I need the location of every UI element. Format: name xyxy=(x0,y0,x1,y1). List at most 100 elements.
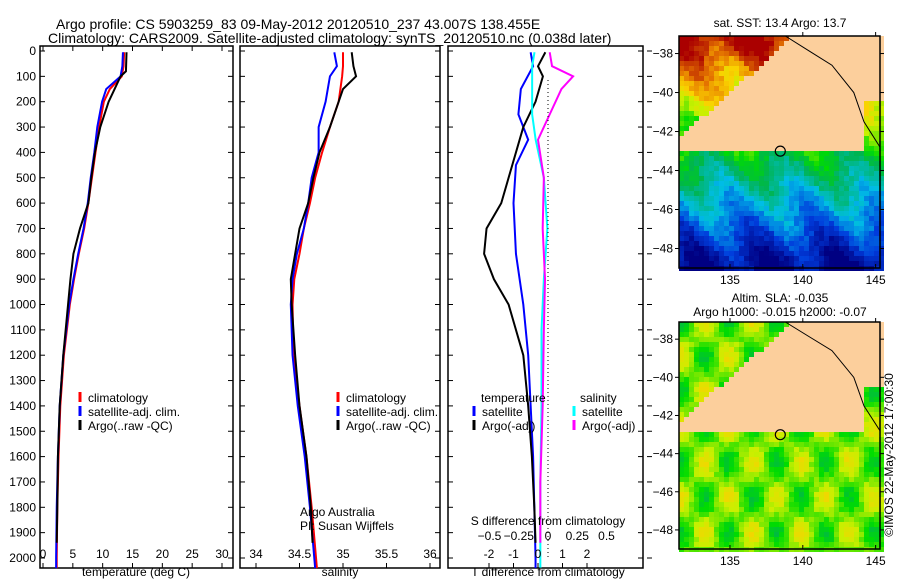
map-cell xyxy=(754,517,759,522)
map-cell xyxy=(689,347,694,352)
map-cell xyxy=(704,226,709,231)
map-cell xyxy=(684,517,689,522)
map-cell xyxy=(679,141,684,146)
map-cell xyxy=(809,422,814,427)
map-cell xyxy=(779,156,784,161)
map-cell xyxy=(779,372,784,377)
map-cell xyxy=(834,251,839,256)
map-cell xyxy=(809,407,814,412)
map-cell xyxy=(794,372,799,377)
map-cell xyxy=(769,91,774,96)
map-cell xyxy=(749,181,754,186)
map-cell xyxy=(849,141,854,146)
map-cell xyxy=(769,156,774,161)
map-cell xyxy=(719,497,724,502)
map-cell xyxy=(679,36,684,41)
map-cell xyxy=(839,422,844,427)
map-cell xyxy=(744,457,749,462)
map-cell xyxy=(744,517,749,522)
map-cell xyxy=(824,131,829,136)
map-cell xyxy=(779,51,784,56)
map-cell xyxy=(814,322,819,327)
map-cell xyxy=(759,442,764,447)
map-cell xyxy=(789,166,794,171)
map-cell xyxy=(854,156,859,161)
map-cell xyxy=(844,126,849,131)
map-cell xyxy=(779,377,784,382)
map-cell xyxy=(819,231,824,236)
map-cell xyxy=(779,542,784,547)
map-cell xyxy=(704,522,709,527)
map-cell xyxy=(799,261,804,266)
map-cell xyxy=(809,61,814,66)
map-cell xyxy=(689,457,694,462)
map-cell xyxy=(844,377,849,382)
map-cell xyxy=(794,161,799,166)
map-cell xyxy=(739,91,744,96)
map-cell xyxy=(829,432,834,437)
map-cell xyxy=(804,437,809,442)
map-cell xyxy=(704,86,709,91)
map-cell xyxy=(749,412,754,417)
map-cell xyxy=(839,116,844,121)
map-cell xyxy=(874,352,879,357)
map-cell xyxy=(704,171,709,176)
map-cell xyxy=(679,347,684,352)
map-cell xyxy=(769,337,774,342)
map-cell xyxy=(764,51,769,56)
map-cell xyxy=(799,382,804,387)
map-cell xyxy=(759,352,764,357)
map-cell xyxy=(784,211,789,216)
map-cell xyxy=(844,337,849,342)
map-cell xyxy=(859,462,864,467)
map-cell xyxy=(784,502,789,507)
map-cell xyxy=(784,151,789,156)
map-cell xyxy=(834,136,839,141)
map-cell xyxy=(719,61,724,66)
map-cell xyxy=(829,487,834,492)
map-cell xyxy=(849,211,854,216)
map-cell xyxy=(814,392,819,397)
map-cell xyxy=(849,246,854,251)
map-cell xyxy=(699,251,704,256)
map-cell xyxy=(844,251,849,256)
map-cell xyxy=(759,377,764,382)
map-cell xyxy=(779,221,784,226)
map-cell xyxy=(759,131,764,136)
map-cell xyxy=(879,181,884,186)
map-cell xyxy=(859,402,864,407)
map-cell xyxy=(834,457,839,462)
map-cell xyxy=(774,196,779,201)
map-cell xyxy=(834,206,839,211)
map-cell xyxy=(789,156,794,161)
map-cell xyxy=(829,462,834,467)
map-cell xyxy=(754,462,759,467)
map-cell xyxy=(824,261,829,266)
map-cell xyxy=(804,66,809,71)
map-y-tick-label: −38 xyxy=(653,332,674,346)
map-cell xyxy=(839,347,844,352)
map-cell xyxy=(759,477,764,482)
map-cell xyxy=(729,512,734,517)
map-cell xyxy=(684,532,689,537)
map-cell xyxy=(824,211,829,216)
map-cell xyxy=(879,261,884,266)
map-cell xyxy=(879,492,884,497)
map-cell xyxy=(694,492,699,497)
map-cell xyxy=(859,171,864,176)
map-cell xyxy=(724,121,729,126)
map-cell xyxy=(809,322,814,327)
map-cell xyxy=(714,76,719,81)
series-line-argo-raw-qc- xyxy=(289,52,358,543)
map-cell xyxy=(774,537,779,542)
map-cell xyxy=(769,482,774,487)
map-cell xyxy=(804,532,809,537)
map-cell xyxy=(864,327,869,332)
map-cell xyxy=(754,251,759,256)
map-cell xyxy=(859,337,864,342)
map-cell xyxy=(694,402,699,407)
map-cell xyxy=(809,482,814,487)
map-cell xyxy=(774,387,779,392)
map-cell xyxy=(849,171,854,176)
map-cell xyxy=(824,357,829,362)
